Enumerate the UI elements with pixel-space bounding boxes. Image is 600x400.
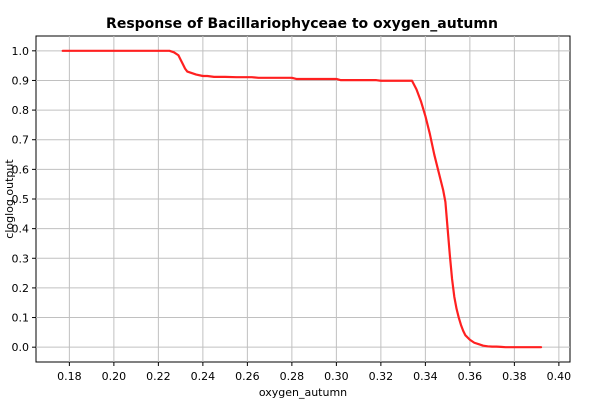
y-tick-label: 0.4 xyxy=(12,223,30,236)
y-tick-label: 0.7 xyxy=(12,134,30,147)
y-tick-label: 0.5 xyxy=(12,193,30,206)
x-tick-label: 0.30 xyxy=(324,370,349,383)
series-layer xyxy=(61,49,543,349)
x-tick-label: 0.36 xyxy=(458,370,483,383)
x-tick-label: 0.20 xyxy=(102,370,127,383)
x-tick-label: 0.18 xyxy=(57,370,82,383)
x-tick-label: 0.32 xyxy=(369,370,394,383)
x-axis-label: oxygen_autumn xyxy=(259,386,347,399)
y-tick-label: 0.0 xyxy=(12,341,30,354)
x-tick-label: 0.34 xyxy=(413,370,438,383)
grid xyxy=(36,36,570,362)
axes: 0.18 0.20 0.22 0.24 0.26 0.28 0.30 0.32 0.34 0.36… xyxy=(12,45,572,383)
x-tick-label: 0.26 xyxy=(235,370,260,383)
x-tick-label: 0.28 xyxy=(280,370,305,383)
y-tick-label: 0.2 xyxy=(12,282,30,295)
y-tick-label: 0.3 xyxy=(12,252,30,265)
y-axis-label: cloglog output xyxy=(3,159,16,239)
series-line xyxy=(61,49,543,349)
y-tick-label: 0.6 xyxy=(12,163,30,176)
x-tick-label: 0.22 xyxy=(146,370,171,383)
y-tick-label: 0.8 xyxy=(12,104,30,117)
x-tick-label: 0.40 xyxy=(547,370,572,383)
y-tick-label: 0.9 xyxy=(12,74,30,87)
x-tick-label: 0.24 xyxy=(191,370,216,383)
y-tick-label: 0.1 xyxy=(12,312,30,325)
chart-title: Response of Bacillariophyceae to oxygen_… xyxy=(106,16,498,32)
x-tick-label: 0.38 xyxy=(502,370,527,383)
y-tick-label: 1.0 xyxy=(12,45,30,58)
